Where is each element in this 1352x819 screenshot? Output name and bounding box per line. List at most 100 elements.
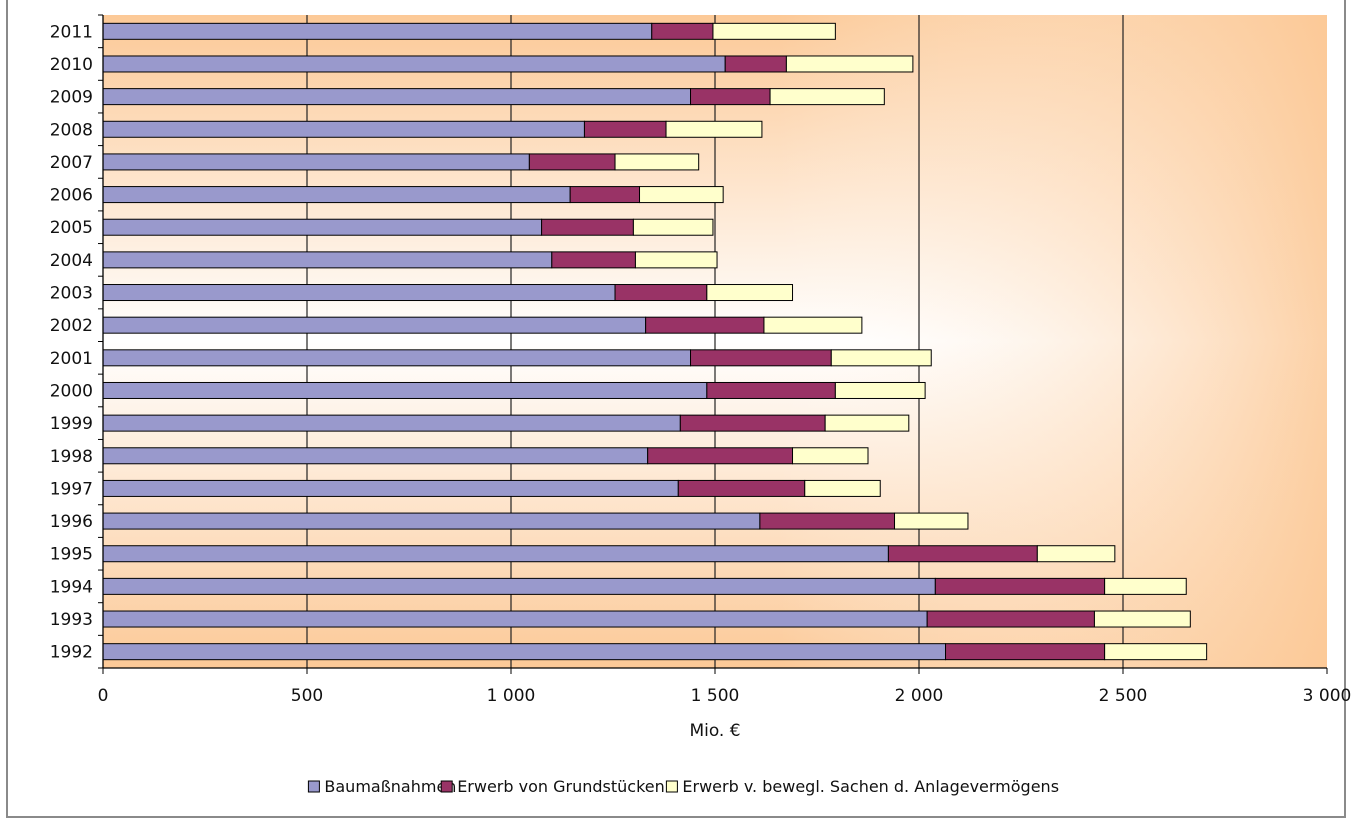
x-axis-title: Mio. € (689, 721, 740, 741)
bar-2011-series-1 (651, 22, 714, 40)
x-tick-labels: 0 500 1 000 1 500 2 000 2 500 3 000 (98, 686, 1352, 706)
y-tick-label: 2005 (50, 218, 93, 238)
chart-frame (6, 0, 1346, 818)
legend-swatch-0 (307, 780, 320, 793)
y-tick-label: 2010 (50, 55, 93, 75)
bar-1997-series-0 (102, 479, 679, 497)
bar-2011-series-0 (102, 22, 653, 40)
bar-1993-series-2 (1093, 610, 1191, 628)
bar-2004-series-0 (102, 251, 553, 269)
y-tick-label: 2007 (50, 153, 93, 173)
bar-1997-series-2 (804, 479, 881, 497)
bar-2004-series-1 (551, 251, 636, 269)
bar-2010-series-1 (724, 55, 787, 73)
y-tick-label: 2004 (50, 251, 93, 271)
legend-label-0: Baumaßnahmen (324, 777, 456, 796)
y-tick-label: 2000 (50, 381, 93, 401)
y-tick-label: 2003 (50, 284, 93, 304)
y-tick-label: 1994 (50, 577, 93, 597)
legend-label-2: Erwerb v. bewegl. Sachen d. Anlagevermög… (682, 777, 1059, 796)
y-tick-label: 1993 (50, 610, 93, 630)
bar-1995-series-0 (102, 545, 889, 563)
bar-2002-series-2 (763, 316, 863, 334)
bar-1993-series-0 (102, 610, 928, 628)
bar-2002-series-1 (645, 316, 765, 334)
legend-label-1: Erwerb von Grundstücken (457, 777, 665, 796)
bar-1995-series-2 (1036, 545, 1116, 563)
bar-2001-series-1 (690, 349, 832, 367)
bar-2008-series-2 (665, 120, 763, 138)
x-tick-label: 0 (98, 686, 109, 706)
y-tick-label: 1995 (50, 545, 93, 565)
bar-2007-series-0 (102, 153, 530, 171)
bar-1994-series-1 (934, 577, 1106, 595)
x-tick-label: 1 000 (487, 686, 536, 706)
bar-2005-series-2 (632, 218, 714, 236)
bar-2011-series-2 (712, 22, 836, 40)
bar-1998-series-1 (647, 447, 794, 465)
bar-1992-series-0 (102, 643, 947, 661)
bar-2003-series-0 (102, 284, 616, 302)
bar-2010-series-2 (785, 55, 914, 73)
bar-1993-series-1 (926, 610, 1095, 628)
x-tick-label: 1 500 (691, 686, 740, 706)
bar-2010-series-0 (102, 55, 726, 73)
legend-swatch-2 (665, 780, 678, 793)
bar-2001-series-2 (830, 349, 932, 367)
bar-2004-series-2 (634, 251, 718, 269)
bar-1996-series-0 (102, 512, 761, 530)
y-tick-label: 1999 (50, 414, 93, 434)
y-tick-label: 2006 (50, 186, 93, 206)
legend: Baumaßnahmen Erwerb von Grundstücken Erwer… (307, 777, 1059, 796)
bar-2008-series-0 (102, 120, 585, 138)
bar-1994-series-2 (1104, 577, 1187, 595)
bar-2000-series-1 (706, 381, 836, 399)
y-tick-label: 1998 (50, 447, 93, 467)
y-tick-labels: 2011 2010 2009 2008 2007 2006 2005 2004 2003 2002… (50, 22, 93, 662)
y-tick-label: 1996 (50, 512, 93, 532)
bar-2006-series-2 (639, 186, 724, 204)
y-tick-label: 2001 (50, 349, 93, 369)
bar-2005-series-0 (102, 218, 543, 236)
bar-2008-series-1 (583, 120, 667, 138)
y-tick-label: 1997 (50, 479, 93, 499)
bar-2000-series-2 (834, 381, 926, 399)
bar-1992-series-2 (1104, 643, 1208, 661)
bar-2000-series-0 (102, 381, 708, 399)
axes (98, 14, 1328, 674)
bar-1992-series-1 (945, 643, 1106, 661)
y-tick-label: 2009 (50, 88, 93, 108)
bar-1999-series-1 (679, 414, 826, 432)
bar-2002-series-0 (102, 316, 647, 334)
bar-2007-series-1 (528, 153, 616, 171)
y-tick-label: 1992 (50, 643, 93, 663)
x-tick-label: 3 000 (1303, 686, 1352, 706)
bar-1996-series-2 (894, 512, 969, 530)
bar-2003-series-2 (706, 284, 794, 302)
bar-2006-series-1 (569, 186, 641, 204)
y-tick-label: 2011 (50, 22, 93, 42)
bar-2007-series-2 (614, 153, 700, 171)
bar-1995-series-1 (887, 545, 1038, 563)
bar-1994-series-0 (102, 577, 936, 595)
bar-2006-series-0 (102, 186, 571, 204)
x-tick-label: 500 (291, 686, 323, 706)
x-tick-label: 2 500 (1099, 686, 1148, 706)
bar-2009-series-0 (102, 88, 692, 106)
bar-1998-series-2 (792, 447, 869, 465)
y-tick-label: 2002 (50, 316, 93, 336)
bar-1998-series-0 (102, 447, 649, 465)
x-tick-label: 2 000 (895, 686, 944, 706)
bar-2003-series-1 (614, 284, 708, 302)
y-tick-label: 2008 (50, 120, 93, 140)
bar-1999-series-0 (102, 414, 681, 432)
bar-2001-series-0 (102, 349, 692, 367)
bar-1997-series-1 (677, 479, 806, 497)
bar-1996-series-1 (759, 512, 896, 530)
bar-2005-series-1 (541, 218, 634, 236)
bar-2009-series-1 (690, 88, 771, 106)
bar-2009-series-2 (769, 88, 885, 106)
bar-1999-series-2 (824, 414, 910, 432)
legend-swatch-1 (440, 780, 453, 793)
